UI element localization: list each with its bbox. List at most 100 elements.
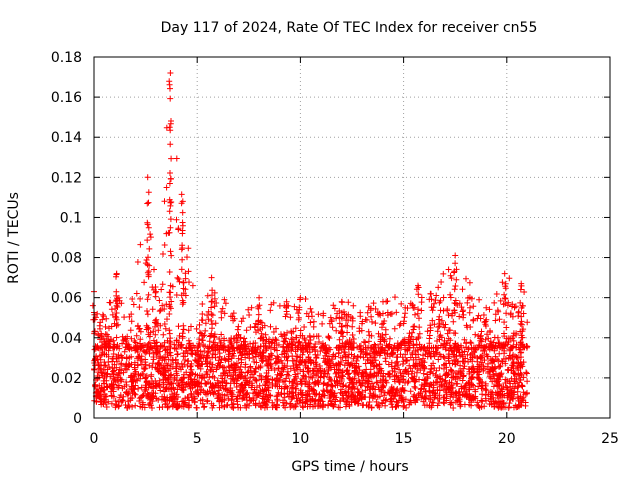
data-point: [513, 341, 520, 348]
data-point: [342, 398, 349, 405]
data-point: [204, 344, 211, 351]
data-point: [330, 351, 337, 358]
data-point: [415, 390, 422, 397]
data-point: [469, 365, 475, 372]
data-point: [113, 322, 120, 329]
data-point: [443, 340, 450, 347]
data-point: [369, 395, 376, 402]
data-point: [110, 381, 116, 388]
data-point: [335, 350, 342, 357]
data-point: [501, 291, 508, 298]
y-tick-label: 0.02: [51, 371, 82, 387]
data-point: [502, 295, 509, 302]
data-point: [310, 386, 317, 393]
data-point: [255, 311, 262, 318]
data-point: [204, 292, 211, 299]
y-tick-label: 0.14: [51, 130, 82, 146]
data-point: [98, 401, 105, 408]
data-point: [259, 319, 265, 326]
data-point: [153, 320, 160, 327]
data-point: [199, 332, 205, 339]
data-point: [116, 366, 123, 373]
data-point: [289, 344, 296, 351]
data-point: [195, 391, 202, 398]
data-point: [287, 365, 294, 372]
data-point: [371, 341, 378, 348]
data-point: [267, 344, 274, 351]
data-point: [402, 379, 408, 386]
data-point: [113, 364, 120, 371]
data-point: [126, 313, 133, 320]
data-point: [288, 341, 295, 348]
data-point: [286, 390, 293, 397]
data-point: [135, 344, 142, 351]
data-point: [131, 386, 138, 393]
data-point: [239, 388, 246, 395]
data-point: [410, 323, 417, 330]
data-point: [412, 348, 419, 355]
data-point: [496, 350, 503, 357]
data-point: [297, 294, 304, 301]
data-point: [427, 322, 434, 329]
data-point: [356, 325, 363, 332]
data-point: [507, 347, 514, 354]
data-point: [295, 316, 302, 323]
data-point: [262, 331, 269, 338]
y-tick-label: 0.16: [51, 90, 82, 106]
data-point: [188, 366, 195, 373]
data-point: [224, 387, 231, 394]
data-point: [186, 381, 193, 388]
data-point: [137, 336, 144, 343]
data-point: [167, 224, 174, 231]
data-point: [297, 387, 304, 394]
data-point: [202, 327, 209, 334]
data-point: [306, 343, 313, 350]
data-point: [406, 362, 413, 369]
data-point: [466, 366, 473, 373]
data-point: [456, 368, 462, 374]
data-point: [89, 302, 96, 309]
data-point: [452, 300, 459, 307]
data-point: [338, 298, 345, 305]
data-point: [217, 339, 224, 346]
data-point: [178, 191, 185, 198]
data-point: [166, 289, 173, 296]
data-point: [450, 344, 457, 351]
data-point: [136, 326, 143, 332]
data-point: [179, 209, 186, 216]
data-point: [110, 393, 117, 400]
data-point: [94, 310, 101, 317]
data-point: [491, 299, 498, 306]
data-point: [228, 340, 235, 347]
data-point: [179, 198, 186, 205]
data-point: [118, 300, 125, 307]
data-point: [363, 373, 370, 380]
data-point: [310, 344, 317, 351]
data-point: [451, 357, 458, 363]
data-point: [206, 338, 213, 345]
data-point: [104, 337, 111, 344]
data-point: [333, 344, 340, 351]
data-point: [368, 404, 375, 411]
data-point: [225, 351, 232, 358]
data-point: [202, 320, 209, 327]
data-point: [246, 312, 253, 318]
data-point: [359, 320, 365, 327]
data-point: [407, 336, 414, 343]
data-point: [159, 302, 166, 309]
data-point: [102, 331, 109, 338]
data-point: [150, 349, 157, 356]
data-point: [409, 374, 415, 381]
data-point: [283, 298, 290, 305]
data-point: [123, 366, 130, 373]
data-point: [251, 386, 258, 393]
data-point: [360, 354, 367, 361]
data-point: [492, 389, 499, 396]
data-point: [398, 300, 405, 307]
data-point: [136, 304, 143, 311]
data-point: [524, 319, 531, 326]
data-point: [266, 353, 273, 360]
data-point: [285, 353, 292, 360]
data-point: [210, 389, 216, 396]
data-point: [199, 301, 206, 307]
